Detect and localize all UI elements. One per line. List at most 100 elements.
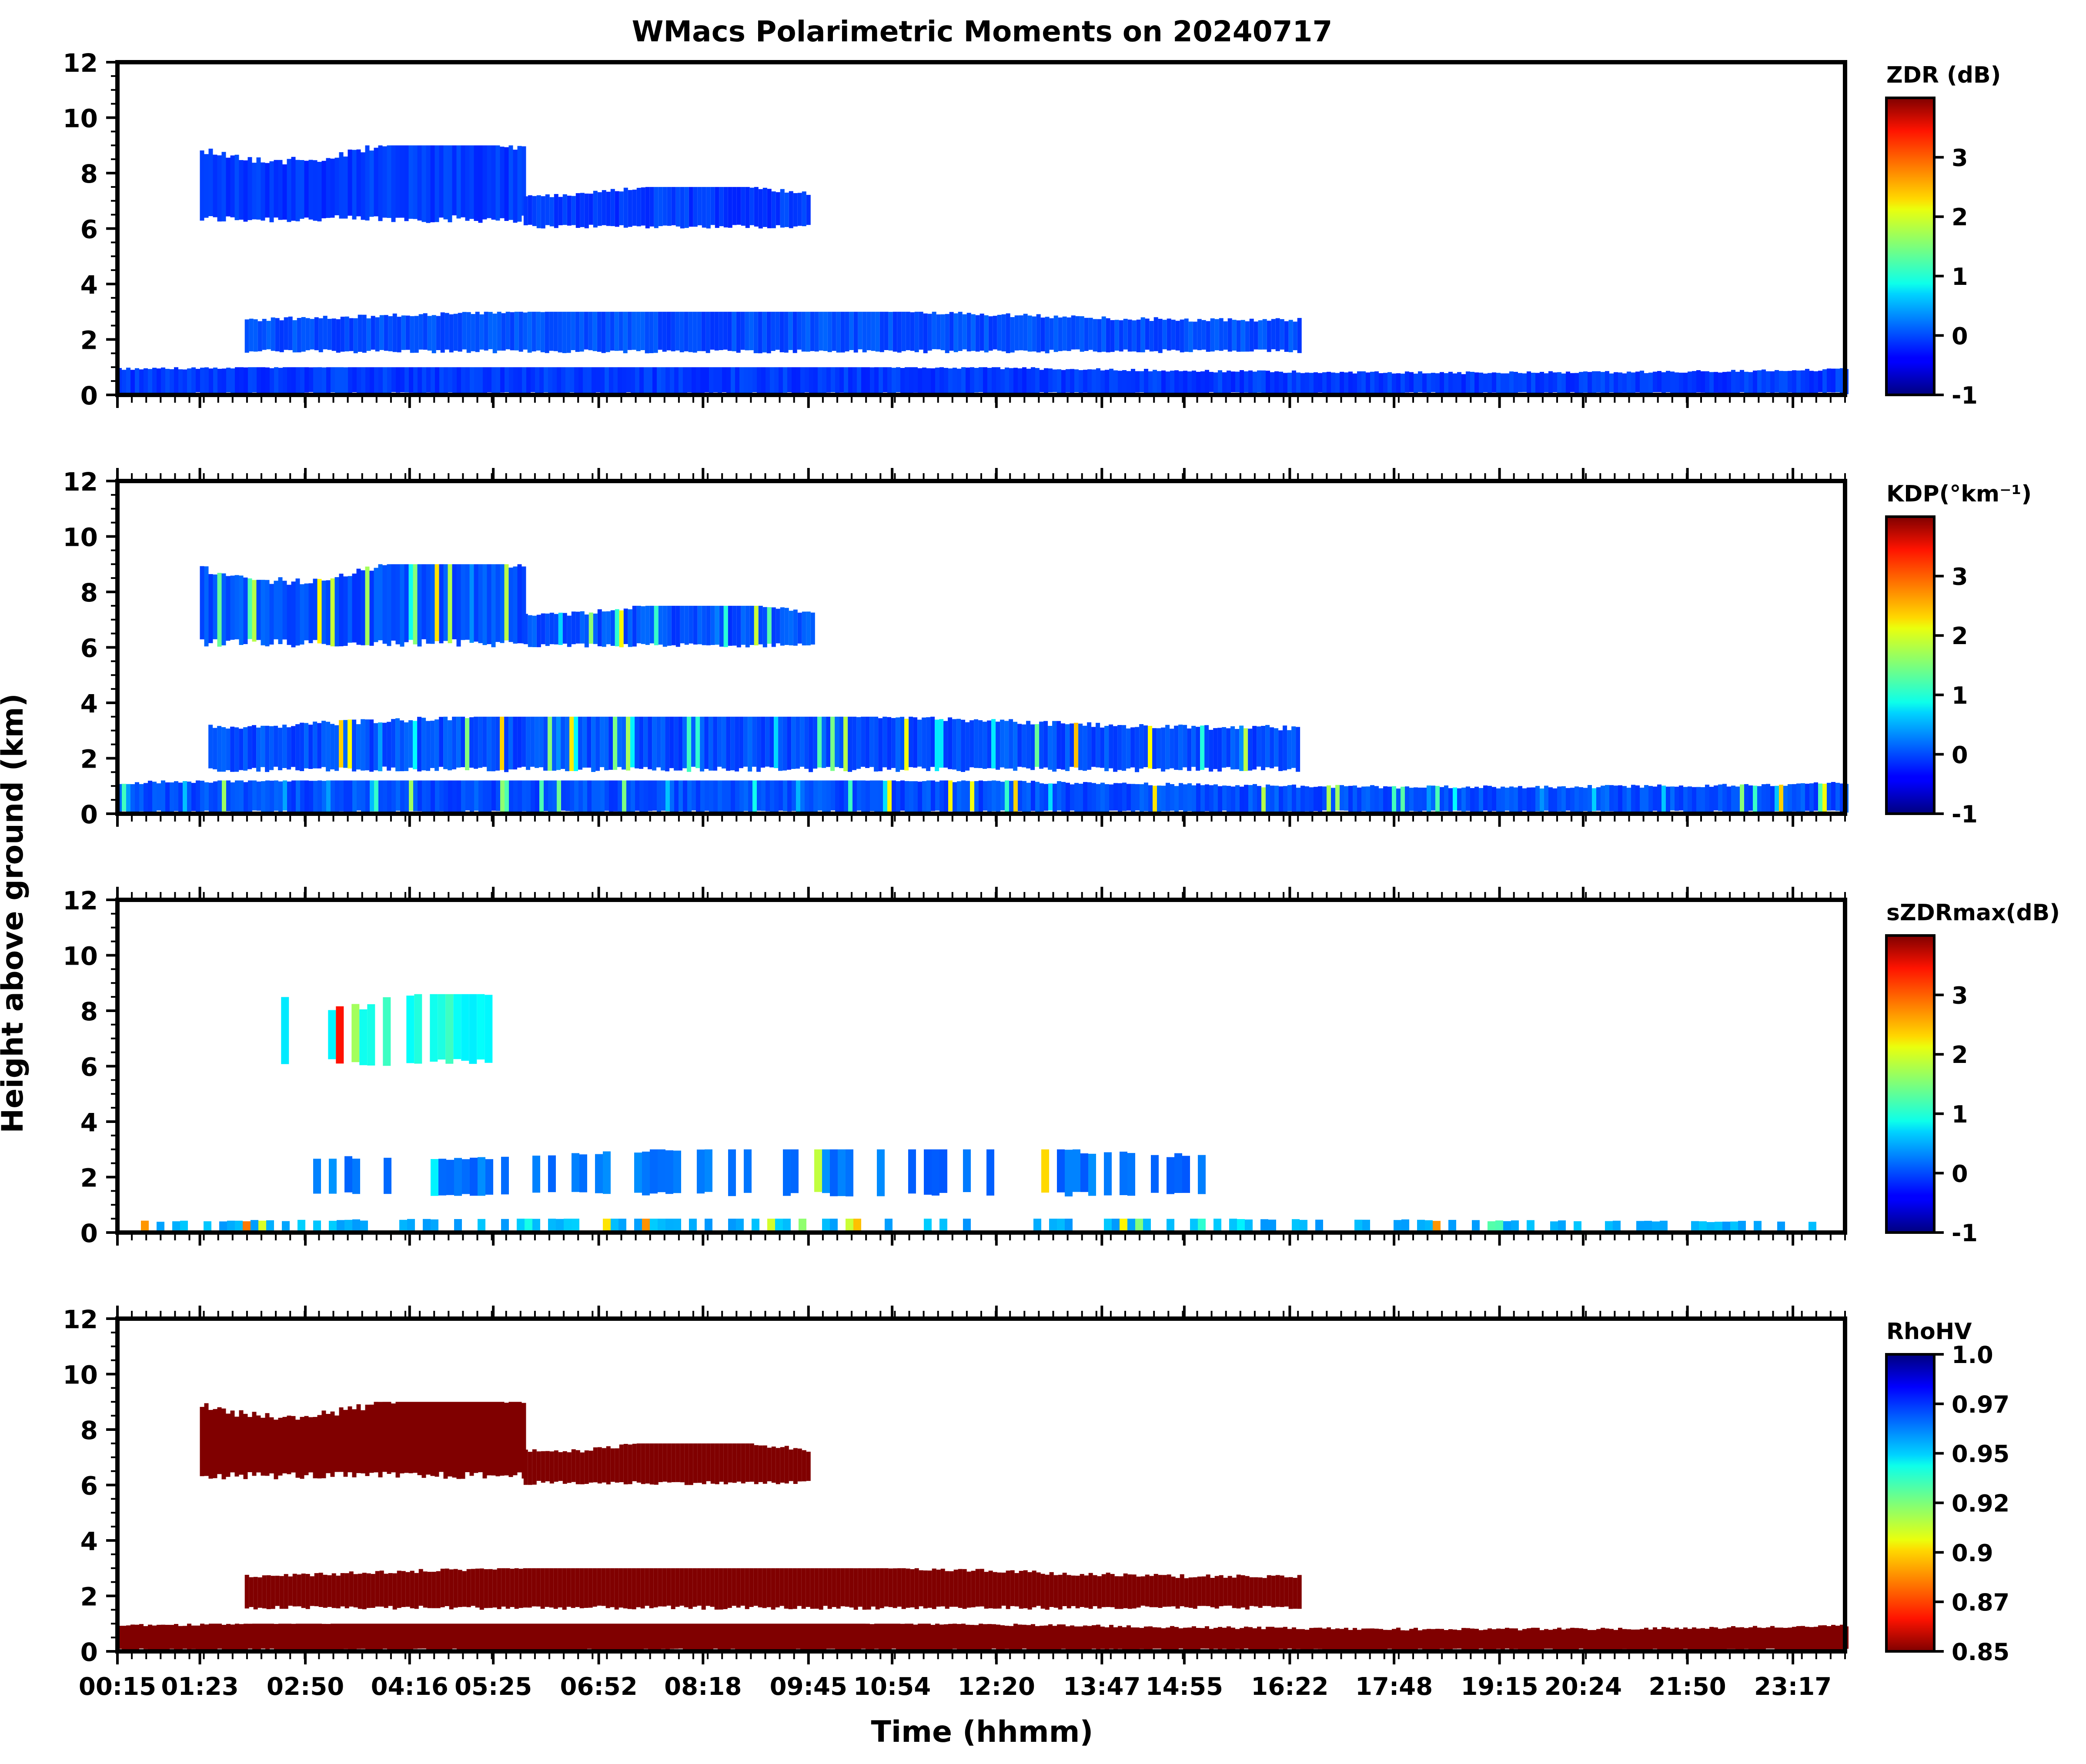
y-ticks: 0 2 4 6 8 10 12	[63, 467, 117, 829]
panel-data	[117, 564, 1849, 814]
feature-0	[200, 145, 526, 223]
colorbar-tick-label: 0.95	[1952, 1440, 2009, 1468]
feature-1	[523, 1443, 811, 1485]
y-tick-label: 8	[80, 1416, 98, 1445]
y-ticks: 0 2 4 6 8 10 12	[63, 48, 117, 411]
y-tick-label: 6	[80, 1052, 98, 1082]
y-tick-label: 12	[63, 467, 98, 497]
colorbar-tick-label: 1	[1952, 263, 1968, 291]
y-tick-label: 2	[80, 1582, 98, 1612]
x-tick-label: 00:15	[79, 1673, 156, 1701]
x-axis-label: Time (hhmm)	[871, 1715, 1093, 1749]
colorbar-tick-label: -1	[1952, 382, 1978, 409]
y-axis-label: Height above ground (km)	[0, 693, 30, 1133]
colorbar-label: KDP(°km⁻¹)	[1886, 481, 2032, 507]
feature-0	[281, 994, 493, 1066]
x-tick-label: 19:15	[1461, 1673, 1538, 1701]
figure-title: WMacs Polarimetric Moments on 20240717	[632, 15, 1333, 48]
panel-data	[117, 1402, 1849, 1651]
colorbar-tick-label: 3	[1952, 982, 1968, 1009]
x-ticks	[116, 395, 1846, 408]
panel-data	[117, 145, 1849, 395]
colorbar-label: RhoHV	[1886, 1319, 1972, 1345]
feature-1	[523, 605, 815, 648]
x-tick-label: 09:45	[770, 1673, 847, 1701]
colorbar-tick-label: -1	[1952, 1219, 1978, 1247]
feature-3	[117, 367, 1849, 395]
x-tick-label: 12:20	[958, 1673, 1035, 1701]
feature-1	[313, 1149, 1206, 1196]
feature-3	[117, 780, 1849, 814]
y-tick-label: 8	[80, 578, 98, 608]
x-tick-label: 13:47	[1063, 1673, 1140, 1701]
y-tick-label: 4	[80, 1108, 98, 1137]
colorbar-tick-label: 0.92	[1952, 1490, 2009, 1517]
colorbar-szdrmax: sZDRmax(dB) -1 0 1 2 3	[1885, 900, 2060, 1247]
y-tick-label: 12	[63, 1305, 98, 1334]
colorbar-gradient	[1885, 934, 1936, 1234]
colorbar-kdp: KDP(°km⁻¹) -1 0 1 2 3	[1885, 481, 2032, 828]
feature-0	[200, 1402, 526, 1480]
colorbar-tick-label: 1.0	[1952, 1341, 1993, 1369]
colorbar-tick-label: 3	[1952, 144, 1968, 172]
x-tick-label: 17:48	[1355, 1673, 1433, 1701]
y-tick-label: 6	[80, 215, 98, 244]
colorbar-gradient	[1885, 1353, 1936, 1653]
y-tick-label: 0	[80, 381, 98, 411]
feature-3	[117, 1624, 1849, 1651]
y-tick-label: 0	[80, 1637, 98, 1667]
y-tick-label: 2	[80, 326, 98, 355]
x-tick-label: 21:50	[1649, 1673, 1726, 1701]
y-tick-label: 0	[80, 1219, 98, 1248]
x-tick-label: 01:23	[161, 1673, 238, 1701]
panel-data	[141, 994, 1816, 1233]
y-tick-label: 2	[80, 1163, 98, 1193]
y-tick-label: 12	[63, 886, 98, 915]
colorbar-gradient	[1885, 97, 1936, 396]
colorbar-rhohv: RhoHV 0.85 0.87 0.9 0.92 0.95 0.97 1.0	[1885, 1319, 2009, 1666]
feature-2	[244, 311, 1302, 354]
x-ticks: 00:15 01:23 02:50 04:16 05:25 06:52 08:18 09:45…	[79, 1306, 1846, 1701]
colorbar-label: ZDR (dB)	[1886, 62, 2001, 88]
x-tick-label: 06:52	[560, 1673, 637, 1701]
colorbar-zdr: ZDR (dB) -1 0 1 2 3	[1885, 62, 2001, 409]
colorbar-tick-label: 0.85	[1952, 1638, 2009, 1666]
y-tick-label: 2	[80, 745, 98, 774]
x-ticks	[116, 887, 1846, 1246]
colorbar-tick-label: 0.87	[1952, 1589, 2009, 1616]
x-tick-label: 08:18	[664, 1673, 742, 1701]
y-tick-label: 12	[63, 48, 98, 78]
y-tick-label: 10	[63, 523, 98, 552]
y-tick-label: 10	[63, 942, 98, 971]
y-tick-label: 4	[80, 1527, 98, 1556]
feature-2	[208, 716, 1300, 772]
colorbar-tick-label: 0	[1952, 1160, 1968, 1187]
feature-2	[141, 1219, 1816, 1233]
y-tick-label: 4	[80, 270, 98, 300]
y-tick-label: 8	[80, 159, 98, 189]
colorbar-tick-label: 2	[1952, 1041, 1968, 1069]
x-tick-label: 04:16	[371, 1673, 448, 1701]
feature-1	[523, 187, 811, 229]
y-ticks: 0 2 4 6 8 10 12	[63, 886, 117, 1248]
x-ticks	[116, 468, 1846, 827]
x-tick-label: 14:55	[1146, 1673, 1223, 1701]
colorbar-tick-label: 2	[1952, 622, 1968, 650]
x-tick-label: 10:54	[853, 1673, 931, 1701]
colorbar-tick-label: -1	[1952, 801, 1978, 828]
colorbar-gradient	[1885, 515, 1936, 815]
feature-2	[244, 1568, 1302, 1610]
colorbar-label: sZDRmax(dB)	[1886, 900, 2060, 926]
y-tick-label: 10	[63, 104, 98, 134]
colorbar-tick-label: 1	[1952, 1101, 1968, 1128]
colorbar-tick-label: 0	[1952, 322, 1968, 350]
y-tick-label: 6	[80, 634, 98, 663]
x-tick-label: 05:25	[455, 1673, 532, 1701]
y-tick-label: 0	[80, 800, 98, 829]
